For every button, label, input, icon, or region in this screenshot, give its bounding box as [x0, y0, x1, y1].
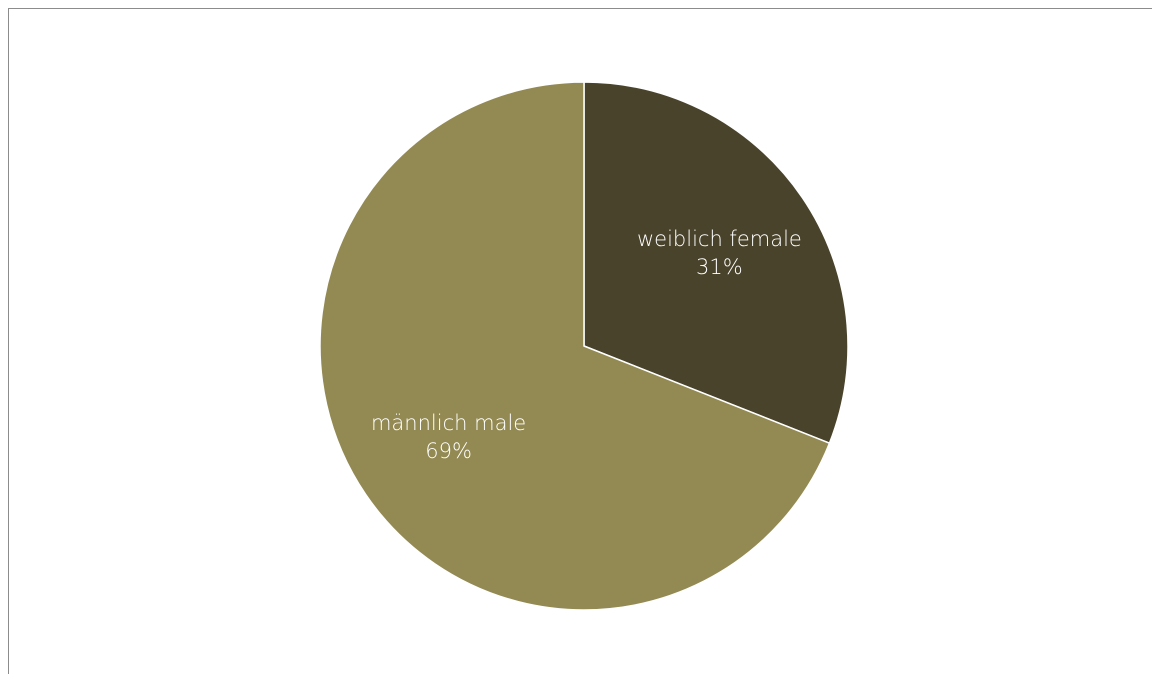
slice-label-female-percent: 31%: [696, 255, 743, 279]
slice-label-male-category: männlich male: [371, 411, 526, 435]
slice-label-male-percent: 69%: [425, 439, 472, 463]
pie-slice-female: [583, 81, 849, 445]
pie-slices: [319, 81, 849, 611]
pie-labels: weiblich female 31% männlich male 69%: [371, 227, 802, 463]
pie-slice-male: [319, 81, 831, 611]
slice-label-female-category: weiblich female: [637, 227, 802, 251]
